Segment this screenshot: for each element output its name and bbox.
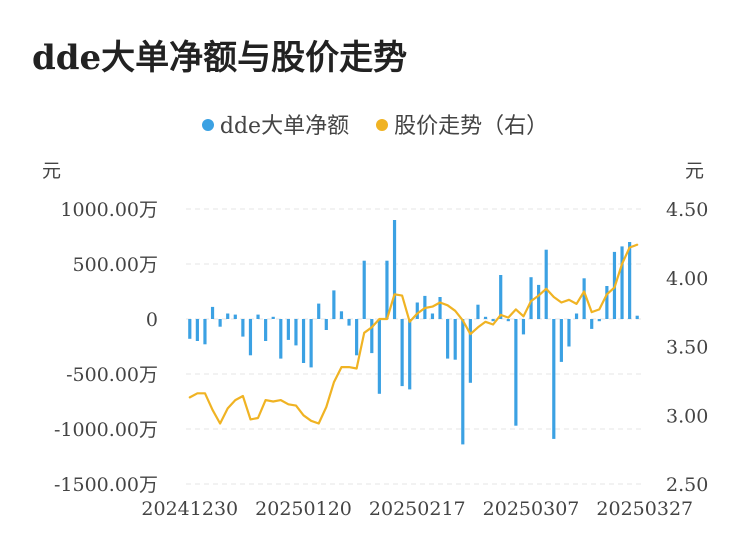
bar [392,220,397,319]
y-left-axis: 1000.00万 500.00万 0 -500.00万 -1000.00万 -1500.0… [54,199,158,496]
legend-item-line[interactable]: 股价走势（右） [376,108,548,140]
x-tick-label: 20250307 [483,498,580,520]
bar [309,319,313,368]
legend-bar-swatch [201,119,214,131]
bar-series [188,220,639,445]
bar [347,319,351,326]
y-right-tick-label: 4.50 [666,199,708,221]
bar [203,319,207,345]
bar [400,319,404,387]
bar [628,242,632,319]
bar [537,284,541,319]
bar [408,319,412,390]
bar [461,319,465,445]
legend: dde大单净额 股价走势（右） [0,108,750,140]
bar [241,319,245,337]
bar [559,319,563,362]
chart-title: dde大单净额与股价走势 [32,38,408,78]
legend-line-label: 股价走势（右） [394,114,549,139]
bar [483,316,488,319]
bar [362,260,366,319]
bar [476,304,480,319]
bar [294,319,298,346]
bar [415,302,419,319]
bar [286,319,290,340]
x-tick-label: 20250120 [255,498,352,520]
y-right-tick-label: 3.00 [666,405,708,427]
y-right-tick-label: 2.50 [666,474,708,496]
bar [256,314,260,319]
y-left-tick-label: -1500.00万 [54,474,158,496]
bar [605,286,609,319]
bar [574,313,579,319]
y-right-axis: 4.50 4.00 3.50 3.00 2.50 [666,199,708,496]
bar [377,319,381,394]
line-series [188,243,639,425]
bar [264,319,268,341]
bar [544,249,548,319]
bar [491,319,495,322]
bar [339,311,344,319]
legend-item-bars[interactable]: dde大单净额 [201,108,350,140]
bar [188,319,192,339]
gridlines [186,208,641,485]
bar [620,246,624,319]
bar [446,319,450,359]
y-left-tick-label: -1000.00万 [54,419,158,441]
x-tick-label: 20250327 [596,498,693,520]
bar [499,275,503,319]
bar [355,319,359,356]
legend-bar-label: dde大单净额 [219,114,350,139]
bar [233,314,237,319]
y-right-tick-label: 3.50 [666,337,708,359]
bar [529,277,533,319]
bar [506,319,510,322]
price-line [188,243,639,425]
bar [226,313,230,319]
y-right-unit: 元 [685,160,704,182]
bar [552,319,556,439]
bar [370,319,374,354]
bar [453,319,457,360]
y-right-tick-label: 4.00 [666,268,708,290]
legend-line-swatch [376,119,389,131]
bar [521,319,526,335]
bar [195,319,199,341]
bar [514,319,518,426]
bar [597,319,601,322]
x-tick-label: 20250217 [369,498,466,520]
y-left-unit: 元 [42,160,61,182]
bar [567,319,571,347]
bar [582,278,586,319]
bar [385,260,389,319]
y-left-tick-label: 500.00万 [73,254,158,276]
bar [301,319,306,363]
bar [317,303,321,319]
y-left-tick-label: 0 [146,309,158,331]
x-axis: 20241230 20250120 20250217 20250307 20250327 [141,498,693,520]
bar [218,319,222,327]
bar [271,316,275,319]
bar [438,297,442,319]
x-tick-label: 20241230 [141,498,238,520]
bar [324,319,328,330]
bar [210,306,215,319]
bar [635,315,639,319]
y-left-tick-label: -500.00万 [66,364,158,386]
bar [279,319,283,359]
bar [590,319,594,329]
bar [332,290,336,319]
bar [430,313,435,319]
bar [468,319,472,383]
bar [248,319,253,356]
y-left-tick-label: 1000.00万 [60,199,158,221]
